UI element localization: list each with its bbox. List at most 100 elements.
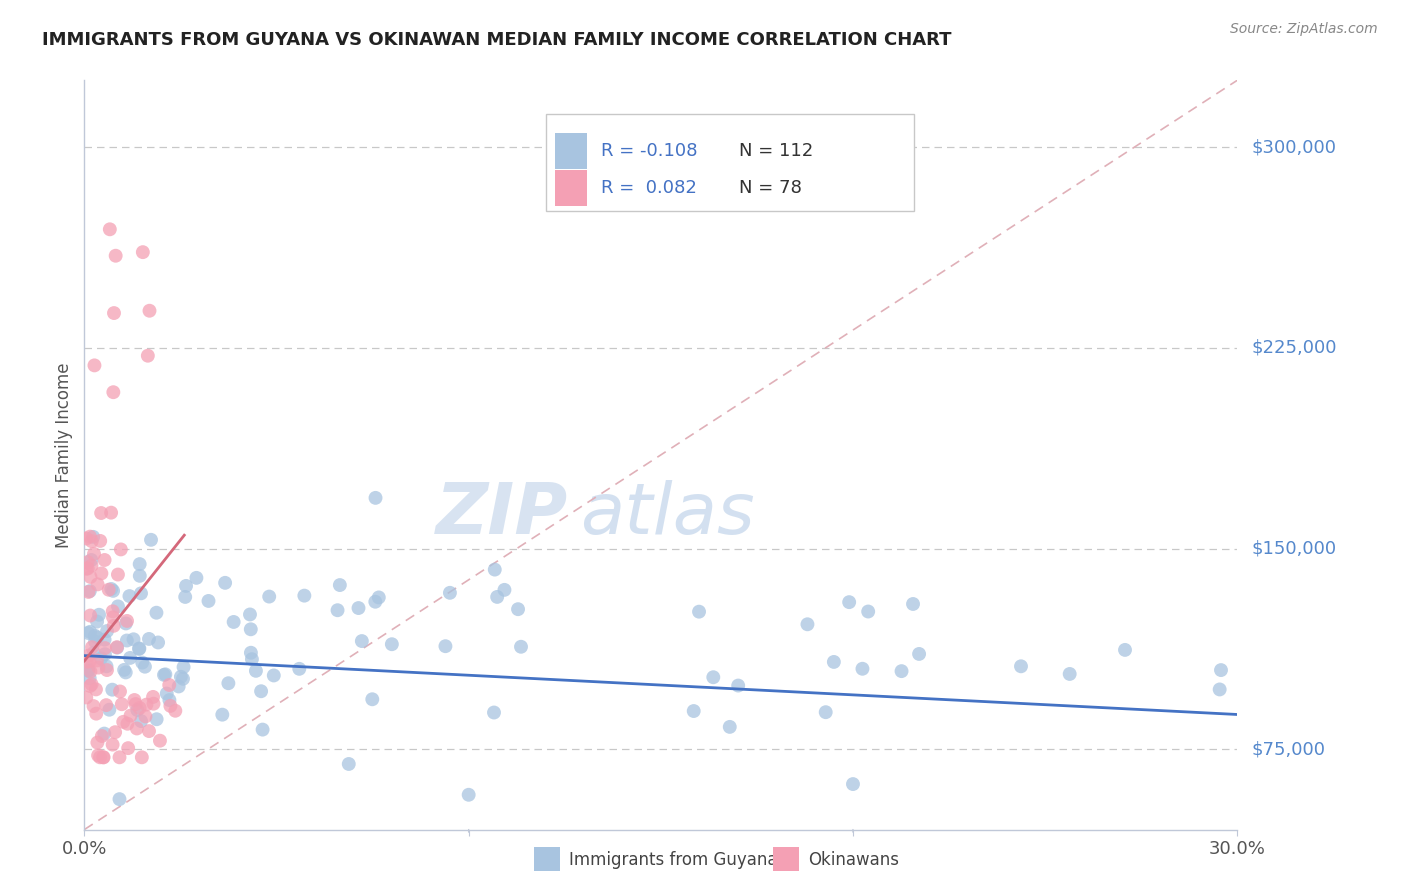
Point bbox=[80, 640, 103, 655]
Text: Okinawans: Okinawans bbox=[808, 851, 900, 869]
Point bbox=[1059, 667, 1081, 681]
Point bbox=[157, 693, 180, 707]
Point bbox=[80, 677, 103, 691]
Point bbox=[174, 590, 197, 604]
Point bbox=[76, 561, 98, 575]
Point bbox=[838, 595, 860, 609]
Point bbox=[337, 756, 360, 771]
Point bbox=[136, 349, 159, 363]
Point bbox=[851, 662, 873, 676]
Point bbox=[457, 788, 479, 802]
Point bbox=[90, 729, 112, 743]
Point bbox=[135, 698, 157, 712]
Point bbox=[90, 506, 112, 520]
Point bbox=[482, 706, 505, 720]
Point bbox=[98, 703, 121, 717]
Point bbox=[86, 615, 108, 629]
Point bbox=[97, 582, 120, 597]
Point bbox=[86, 736, 108, 750]
Point bbox=[111, 698, 134, 712]
Point bbox=[131, 750, 153, 764]
Point bbox=[77, 585, 100, 599]
Point bbox=[727, 679, 749, 693]
Point bbox=[107, 599, 129, 614]
Point bbox=[214, 575, 236, 590]
Text: R =  0.082: R = 0.082 bbox=[600, 179, 697, 197]
Point bbox=[159, 698, 181, 713]
Point bbox=[94, 641, 117, 656]
Point bbox=[93, 726, 115, 740]
Point bbox=[75, 561, 97, 575]
Point bbox=[292, 589, 315, 603]
Point bbox=[157, 678, 180, 692]
Point bbox=[146, 635, 169, 649]
Point bbox=[211, 707, 233, 722]
Point bbox=[101, 682, 124, 697]
Point bbox=[96, 698, 118, 713]
Text: Source: ZipAtlas.com: Source: ZipAtlas.com bbox=[1230, 22, 1378, 37]
Point bbox=[89, 533, 111, 548]
Point bbox=[115, 616, 138, 631]
Point bbox=[101, 610, 124, 624]
Point bbox=[122, 632, 145, 647]
Point bbox=[250, 684, 273, 698]
Point bbox=[718, 720, 741, 734]
Point bbox=[75, 532, 97, 546]
Point bbox=[100, 506, 122, 520]
Point bbox=[139, 533, 162, 547]
Point bbox=[239, 622, 262, 636]
Point bbox=[823, 655, 845, 669]
Point bbox=[381, 637, 404, 651]
Point bbox=[112, 663, 135, 677]
Point bbox=[174, 579, 197, 593]
Point bbox=[814, 705, 837, 719]
Point bbox=[222, 615, 245, 629]
Point bbox=[494, 582, 516, 597]
Point bbox=[125, 722, 148, 736]
Point bbox=[114, 665, 136, 680]
Point bbox=[138, 303, 160, 318]
Point bbox=[86, 653, 108, 667]
Text: Immigrants from Guyana: Immigrants from Guyana bbox=[569, 851, 778, 869]
Point bbox=[86, 577, 108, 591]
Point bbox=[105, 640, 128, 655]
Point bbox=[439, 586, 461, 600]
Point bbox=[134, 659, 156, 673]
Point bbox=[326, 603, 349, 617]
Point bbox=[257, 590, 280, 604]
Point bbox=[84, 682, 107, 697]
Point bbox=[87, 607, 110, 622]
Point bbox=[79, 570, 101, 584]
Point bbox=[688, 605, 710, 619]
Point bbox=[89, 750, 111, 764]
Point bbox=[115, 614, 138, 628]
Point bbox=[115, 633, 138, 648]
Point bbox=[145, 606, 167, 620]
Point bbox=[77, 663, 100, 677]
Point bbox=[80, 558, 103, 573]
Point bbox=[79, 584, 101, 599]
Point bbox=[91, 750, 114, 764]
Point bbox=[361, 692, 384, 706]
Point bbox=[172, 672, 194, 686]
Point bbox=[217, 676, 239, 690]
Point bbox=[93, 632, 115, 647]
Point bbox=[83, 629, 105, 643]
Point bbox=[124, 697, 146, 711]
Point bbox=[796, 617, 818, 632]
Point bbox=[128, 641, 150, 656]
Point bbox=[110, 542, 132, 557]
Point bbox=[173, 660, 195, 674]
Text: $300,000: $300,000 bbox=[1251, 138, 1336, 156]
Point bbox=[108, 750, 131, 764]
Point bbox=[79, 624, 101, 639]
Point bbox=[484, 563, 506, 577]
Point bbox=[79, 679, 101, 693]
Point bbox=[87, 660, 110, 674]
Point bbox=[120, 651, 142, 665]
Point bbox=[156, 687, 179, 701]
Point bbox=[80, 534, 103, 549]
Point bbox=[186, 571, 208, 585]
Point bbox=[84, 634, 107, 648]
Y-axis label: Median Family Income: Median Family Income bbox=[55, 362, 73, 548]
